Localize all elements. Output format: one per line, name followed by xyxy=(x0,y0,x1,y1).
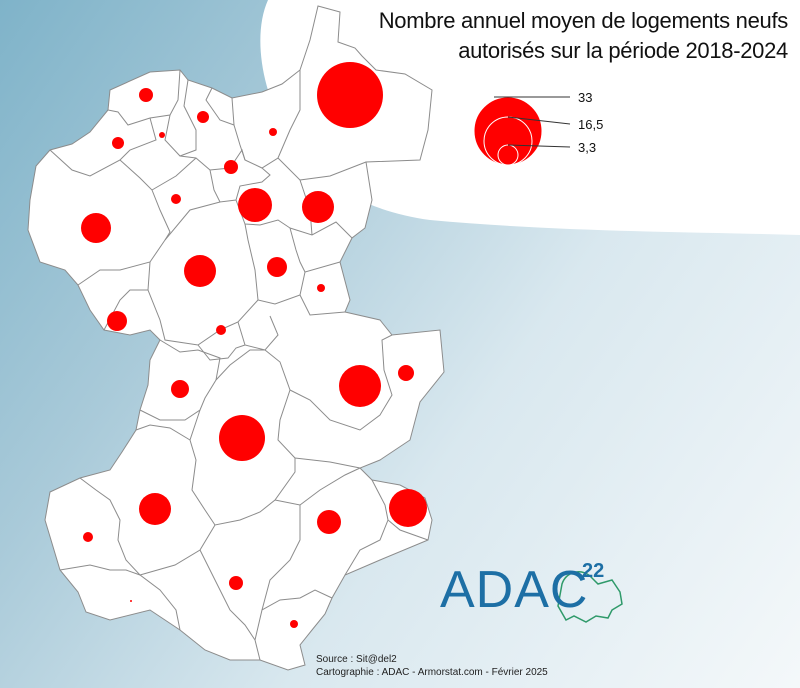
legend-leader-line xyxy=(507,144,571,148)
territory xyxy=(27,5,445,671)
legend-circle-small xyxy=(497,144,519,166)
legend-label-large: 33 xyxy=(578,90,593,105)
border-line xyxy=(215,349,296,459)
border-line xyxy=(274,467,361,506)
bubble xyxy=(317,510,341,534)
border-line xyxy=(139,524,216,576)
bubble xyxy=(317,62,383,128)
bubble xyxy=(317,284,325,292)
border-line xyxy=(197,344,246,361)
legend-label-small: 3,3 xyxy=(578,140,597,155)
legend-symbols xyxy=(473,96,571,166)
border-line xyxy=(164,79,197,157)
bubble xyxy=(171,380,189,398)
border-line xyxy=(244,223,341,305)
commune-borders xyxy=(49,69,429,661)
bubble xyxy=(219,415,265,461)
map-title-line2: autorisés sur la période 2018-2024 xyxy=(458,38,788,63)
border-line xyxy=(79,477,141,576)
border-line xyxy=(294,457,361,469)
bubble xyxy=(197,111,209,123)
bubble xyxy=(81,213,111,243)
bubble xyxy=(269,128,277,136)
bubble xyxy=(302,191,334,223)
bubble xyxy=(224,160,238,174)
map-title-line1: Nombre annuel moyen de logements neufs xyxy=(378,8,789,33)
bubble xyxy=(184,255,216,287)
border-line xyxy=(139,339,221,421)
border-line xyxy=(151,157,197,191)
border-line xyxy=(289,334,393,431)
bubble xyxy=(238,188,272,222)
legend-leader-line xyxy=(507,116,571,125)
credits: Source : Sit@del2 Cartographie : ADAC - … xyxy=(316,653,548,679)
bubble xyxy=(229,576,243,590)
bubble xyxy=(130,600,132,602)
bubble xyxy=(389,489,427,527)
border-line xyxy=(235,199,306,273)
bubble xyxy=(216,325,226,335)
border-line xyxy=(119,159,171,241)
logo-superscript: 22 xyxy=(582,560,605,582)
border-line xyxy=(387,519,429,541)
border-line xyxy=(344,479,389,576)
border-line xyxy=(299,161,367,181)
credits-source: Source : Sit@del2 xyxy=(316,654,397,665)
bubble xyxy=(139,88,153,102)
border-line xyxy=(299,294,346,316)
bubble xyxy=(398,365,414,381)
legend-label-medium: 16,5 xyxy=(578,117,604,132)
bubble xyxy=(159,132,165,138)
border-line xyxy=(59,564,181,631)
bubble xyxy=(139,493,171,525)
border-line xyxy=(205,87,235,126)
map-title: Nombre annuel moyen de logements neufs a… xyxy=(318,6,789,66)
border-line xyxy=(289,221,353,239)
bubble xyxy=(267,257,287,277)
border-line xyxy=(209,167,271,203)
border-line xyxy=(135,424,191,441)
border-line xyxy=(277,157,313,236)
logo-mark-icon xyxy=(557,571,623,623)
bubble xyxy=(83,532,93,542)
bubble xyxy=(339,365,381,407)
bubble xyxy=(171,194,181,204)
border-line xyxy=(179,148,246,171)
logo-text: ADAC xyxy=(440,561,589,619)
bubbles-layer xyxy=(81,62,427,628)
bubble xyxy=(107,311,127,331)
bubble xyxy=(112,137,124,149)
bubble xyxy=(290,620,298,628)
border-line xyxy=(261,505,301,611)
credits-cartography: Cartographie : ADAC - Armorstat.com - Fé… xyxy=(316,667,548,678)
border-line xyxy=(147,261,259,346)
territory-outline xyxy=(27,5,445,671)
border-line xyxy=(254,589,333,641)
